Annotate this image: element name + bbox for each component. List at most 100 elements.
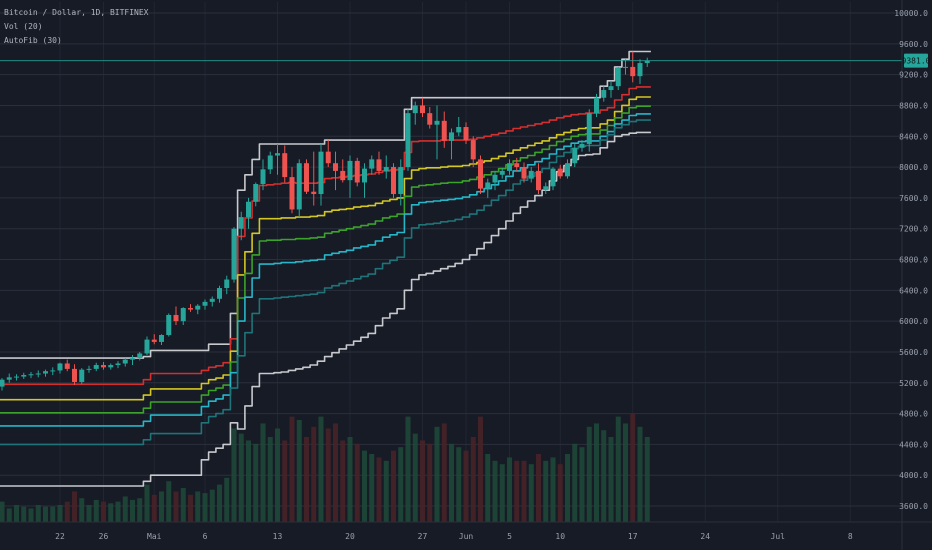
candle bbox=[536, 163, 541, 195]
volume-bar bbox=[456, 447, 462, 522]
candle bbox=[615, 66, 621, 91]
candle-body bbox=[260, 169, 266, 185]
candle-body bbox=[115, 363, 121, 366]
candle-body bbox=[376, 159, 382, 171]
candle bbox=[391, 163, 396, 198]
candle-body bbox=[282, 153, 288, 178]
candle-body bbox=[64, 363, 70, 369]
candle-body bbox=[79, 369, 85, 382]
time-tick-label: 5 bbox=[507, 532, 512, 541]
volume-bar bbox=[35, 505, 41, 522]
candle-body bbox=[224, 279, 230, 289]
candle bbox=[0, 378, 5, 391]
time-tick-label: 6 bbox=[203, 532, 208, 541]
price-tick-label: 9200.0 bbox=[899, 71, 928, 80]
volume-bar bbox=[485, 454, 491, 522]
candle bbox=[144, 336, 150, 356]
symbol-title[interactable]: Bitcoin / Dollar, 1D, BITFINEX bbox=[4, 8, 149, 17]
candle bbox=[405, 109, 411, 171]
volume-bar bbox=[79, 498, 85, 522]
candle bbox=[50, 367, 56, 376]
candle bbox=[304, 159, 309, 195]
volume-bar bbox=[608, 437, 614, 522]
volume-bar bbox=[499, 464, 505, 522]
candle-body bbox=[485, 182, 491, 189]
time-tick-label: Jun bbox=[459, 532, 474, 541]
candle bbox=[260, 159, 266, 191]
candle bbox=[463, 122, 469, 144]
candle-body bbox=[572, 147, 578, 164]
candle-body bbox=[463, 127, 469, 141]
candle bbox=[79, 368, 85, 385]
candle-body bbox=[166, 314, 172, 335]
candle-body bbox=[122, 359, 128, 364]
volume-bar bbox=[594, 423, 599, 522]
candle-body bbox=[383, 167, 389, 171]
volume-bar bbox=[86, 505, 92, 522]
candle-body bbox=[427, 113, 433, 125]
candle bbox=[586, 109, 592, 152]
candle bbox=[499, 167, 505, 179]
price-tick-label: 6000.0 bbox=[899, 317, 928, 326]
candle-body bbox=[6, 377, 12, 380]
volume-bar bbox=[478, 416, 483, 522]
autofib-indicator-label[interactable]: AutoFib (30) bbox=[4, 36, 62, 45]
volume-bar bbox=[507, 457, 512, 522]
candle-body bbox=[238, 217, 244, 229]
candle bbox=[93, 362, 99, 372]
time-tick-label: Jul bbox=[771, 532, 786, 541]
price-tick-label: 7200.0 bbox=[899, 225, 928, 234]
candle-body bbox=[130, 358, 135, 360]
volume-bar bbox=[173, 491, 179, 522]
volume-bar bbox=[130, 499, 135, 522]
volume-bar bbox=[637, 426, 643, 522]
last-price-tag bbox=[904, 53, 928, 68]
candle bbox=[398, 159, 404, 206]
candle-body bbox=[369, 159, 375, 169]
candle-body bbox=[209, 298, 215, 302]
candle-body bbox=[536, 170, 541, 191]
price-tick-label: 5200.0 bbox=[899, 379, 928, 388]
candle-body bbox=[420, 105, 425, 114]
volume-bar bbox=[260, 423, 266, 522]
candle-body bbox=[478, 159, 483, 189]
candle bbox=[362, 163, 367, 198]
candle bbox=[166, 313, 172, 337]
candle bbox=[594, 93, 599, 117]
time-axis[interactable]: 22 26 Mai 6 13 20 27 Jun 5 10 17 24 Jul 8 bbox=[0, 521, 932, 541]
candle-body bbox=[159, 334, 164, 342]
candle bbox=[246, 197, 251, 229]
volume-bar bbox=[514, 460, 520, 522]
volume-bar bbox=[354, 443, 360, 522]
candle bbox=[383, 155, 389, 179]
candle-body bbox=[623, 66, 628, 68]
price-tick-label: 4000.0 bbox=[899, 471, 928, 480]
volume-bar bbox=[217, 484, 222, 522]
volume-bar bbox=[159, 491, 164, 522]
volume-bar bbox=[369, 454, 375, 522]
candle bbox=[296, 159, 302, 218]
volume-indicator-label[interactable]: Vol (20) bbox=[4, 22, 43, 31]
volume-bar bbox=[6, 508, 12, 522]
candle bbox=[572, 143, 578, 168]
candle-body bbox=[391, 167, 396, 195]
volume-bar bbox=[231, 428, 237, 522]
candle-body bbox=[57, 363, 63, 371]
candle-body bbox=[188, 308, 193, 310]
volume-bar bbox=[267, 437, 273, 522]
price-axis[interactable]: 3600.0 4000.0 4400.0 4800.0 5200.0 5600.0 6000… bbox=[894, 0, 928, 550]
candle-body bbox=[86, 368, 92, 370]
candle bbox=[28, 371, 34, 379]
candle bbox=[130, 355, 135, 366]
volume-bar bbox=[246, 440, 251, 522]
candle-body bbox=[565, 163, 570, 177]
volume-bar bbox=[122, 496, 128, 522]
candle-body bbox=[318, 151, 324, 195]
candle-body bbox=[405, 113, 411, 168]
candle-body bbox=[296, 163, 302, 210]
volume-bar bbox=[376, 457, 382, 522]
candle bbox=[115, 361, 121, 369]
price-tick-label: 8800.0 bbox=[899, 101, 928, 110]
candle bbox=[224, 275, 230, 295]
